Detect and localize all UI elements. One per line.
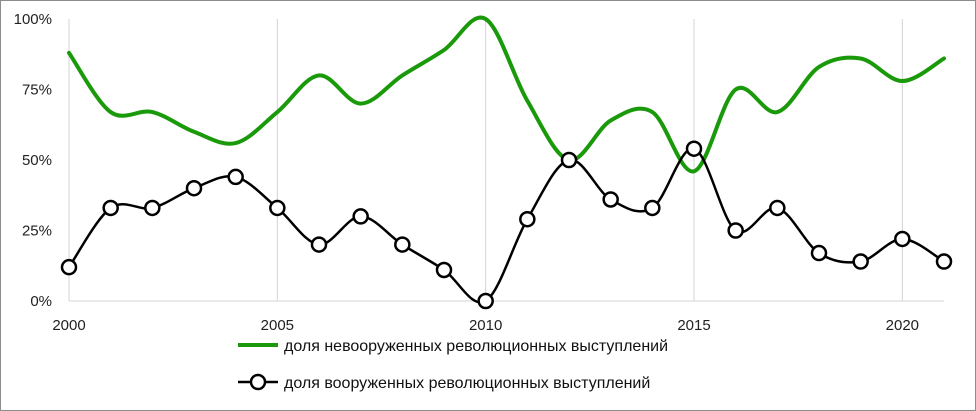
series-2-point-2013 (602, 191, 619, 208)
series-2-point-2011 (519, 210, 536, 228)
x-tick-label: 2005 (261, 317, 294, 334)
x-tick-label: 2015 (677, 317, 710, 334)
series-2-point-2015 (685, 140, 703, 157)
y-tick-labels: 0% 25% 50% 75% 100% (14, 11, 52, 310)
y-tick-label: 25% (22, 223, 52, 240)
series-1-line (67, 15, 946, 174)
legend-item-2: доля вооруженных революционных выступлен… (238, 373, 650, 392)
y-tick-label: 100% (14, 11, 52, 28)
legend-item-1: доля невооруженных революционных выступл… (238, 338, 668, 355)
series-2-point-2019 (852, 253, 869, 270)
series-2-point-2021 (935, 253, 953, 270)
series-2-point-2003 (185, 179, 203, 197)
series-2-point-2005 (269, 199, 286, 217)
series-2-point-2018 (810, 244, 828, 262)
series-2-point-2012 (560, 151, 578, 169)
y-tick-label: 0% (30, 293, 52, 310)
series-2-point-2006 (310, 236, 328, 253)
series-2-point-2001 (102, 199, 119, 217)
series-2-point-2007 (352, 208, 369, 225)
series-2-point-2002 (144, 199, 161, 217)
series-2-point-2016 (727, 222, 744, 239)
series-2-point-2009 (435, 261, 453, 279)
series-2-point-2020 (894, 230, 911, 248)
series-2-line (67, 147, 946, 304)
series-2-point-2000 (60, 258, 78, 276)
legend-label: доля невооруженных революционных выступл… (284, 338, 668, 355)
x-tick-label: 2020 (886, 317, 919, 334)
series-2-point-2004 (227, 168, 244, 186)
legend-label: доля вооруженных революционных выступлен… (284, 375, 650, 392)
x-tick-labels: 2000 2005 2010 2015 2020 (52, 317, 919, 334)
series-2-point-2008 (394, 236, 411, 253)
series-2-point-2014 (644, 199, 661, 217)
series-2 (60, 140, 953, 310)
x-tick-label: 2010 (469, 317, 502, 334)
gridlines (68, 19, 903, 301)
series-2-point-2017 (769, 199, 786, 217)
legend: доля невооруженных революционных выступл… (238, 338, 668, 392)
series-layer (60, 15, 953, 310)
x-tick-label: 2000 (52, 317, 85, 334)
series-1 (67, 15, 946, 174)
series-2-point-2010 (477, 292, 494, 310)
legend-marker (249, 373, 267, 391)
y-tick-label: 75% (22, 82, 52, 99)
y-tick-label: 50% (22, 152, 52, 169)
